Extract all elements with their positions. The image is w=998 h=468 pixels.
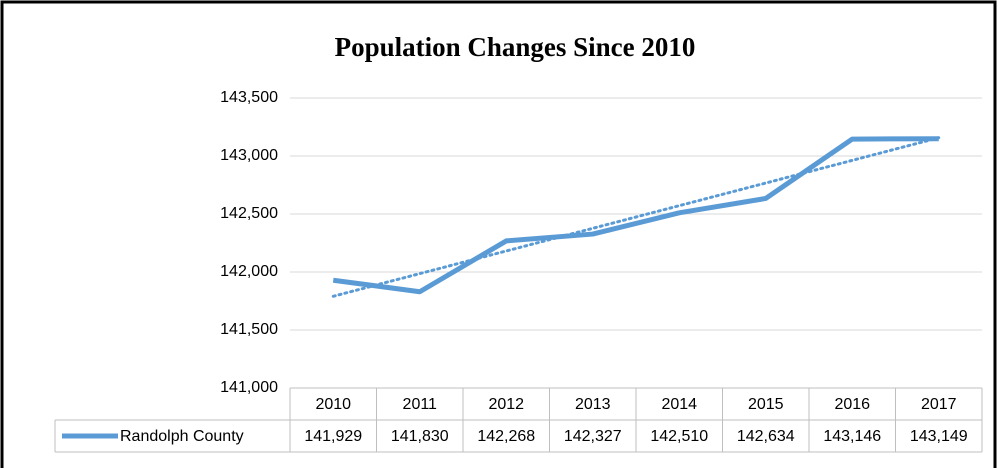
data-table-value: 142,268 (477, 428, 535, 445)
data-table-value: 143,146 (823, 428, 881, 445)
chart-title: Population Changes Since 2010 (335, 32, 696, 62)
y-tick-label: 141,000 (220, 379, 278, 396)
x-tick-label: 2012 (488, 396, 524, 413)
x-tick-label: 2016 (834, 396, 870, 413)
trendline (331, 136, 941, 298)
data-table-value: 142,510 (650, 428, 708, 445)
legend-label: Randolph County (120, 428, 244, 445)
data-table-value: 142,634 (737, 428, 795, 445)
x-tick-label: 2011 (403, 396, 438, 413)
data-table-value: 141,830 (391, 428, 449, 445)
x-tick-label: 2013 (575, 396, 611, 413)
y-tick-label: 143,500 (220, 89, 278, 106)
x-tick-label: 2015 (748, 396, 784, 413)
x-tick-label: 2014 (661, 396, 697, 413)
y-tick-label: 142,500 (220, 205, 278, 222)
data-table-value: 141,929 (304, 428, 362, 445)
x-tick-label: 2017 (921, 396, 957, 413)
data-line (332, 136, 939, 295)
y-tick-label: 143,000 (220, 147, 278, 164)
y-tick-label: 142,000 (220, 263, 278, 280)
y-tick-label: 141,500 (220, 321, 278, 338)
data-table-value: 143,149 (910, 428, 968, 445)
data-table-value: 142,327 (564, 428, 622, 445)
x-tick-label: 2010 (315, 396, 351, 413)
